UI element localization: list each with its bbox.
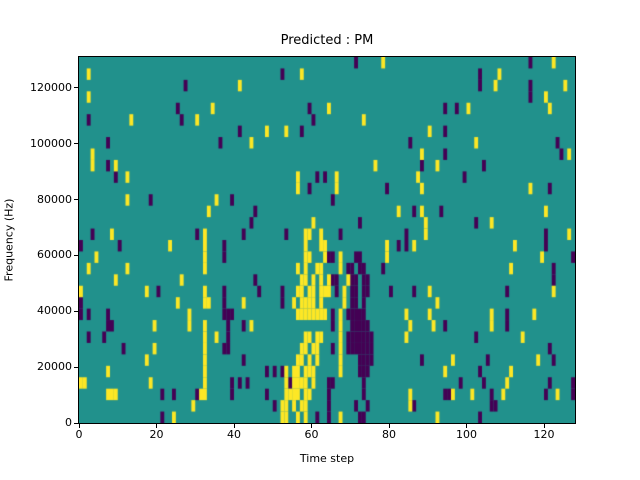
x-tick-mark: [233, 424, 235, 428]
y-tick-label: 80000: [37, 192, 72, 206]
y-tick-label: 60000: [37, 248, 72, 262]
x-tick-label: 40: [227, 428, 241, 441]
x-tick-label: 0: [75, 428, 83, 441]
x-tick-label: 80: [382, 428, 396, 441]
y-tick-mark: [74, 422, 78, 424]
y-tick-label: 20000: [37, 360, 72, 374]
y-tick-mark: [74, 143, 78, 145]
x-tick-mark: [388, 424, 390, 428]
x-tick-mark: [466, 424, 467, 428]
y-tick-label: 40000: [37, 304, 72, 318]
x-tick-mark: [156, 424, 157, 428]
plot-area: [78, 56, 576, 424]
y-tick-label: 0: [65, 416, 72, 429]
y-tick-mark: [74, 310, 78, 312]
y-axis-label: Frequency (Hz): [2, 198, 16, 282]
chart-title: Predicted : PM: [280, 33, 374, 48]
y-tick-mark: [74, 366, 78, 368]
y-tick-mark: [74, 199, 78, 201]
x-tick-mark: [78, 424, 80, 428]
x-tick-label: 100: [456, 428, 477, 441]
y-tick-mark: [74, 254, 78, 256]
x-tick-mark: [543, 424, 545, 428]
x-tick-label: 60: [304, 428, 319, 441]
x-tick-mark: [311, 424, 312, 428]
y-tick-mark: [74, 87, 78, 89]
x-axis-label: Time step: [299, 452, 355, 465]
y-tick-label: 120000: [30, 80, 72, 94]
x-tick-label: 20: [149, 428, 164, 441]
y-tick-label: 100000: [30, 136, 72, 150]
heatmap-image: [79, 57, 575, 423]
x-tick-label: 120: [533, 428, 555, 441]
